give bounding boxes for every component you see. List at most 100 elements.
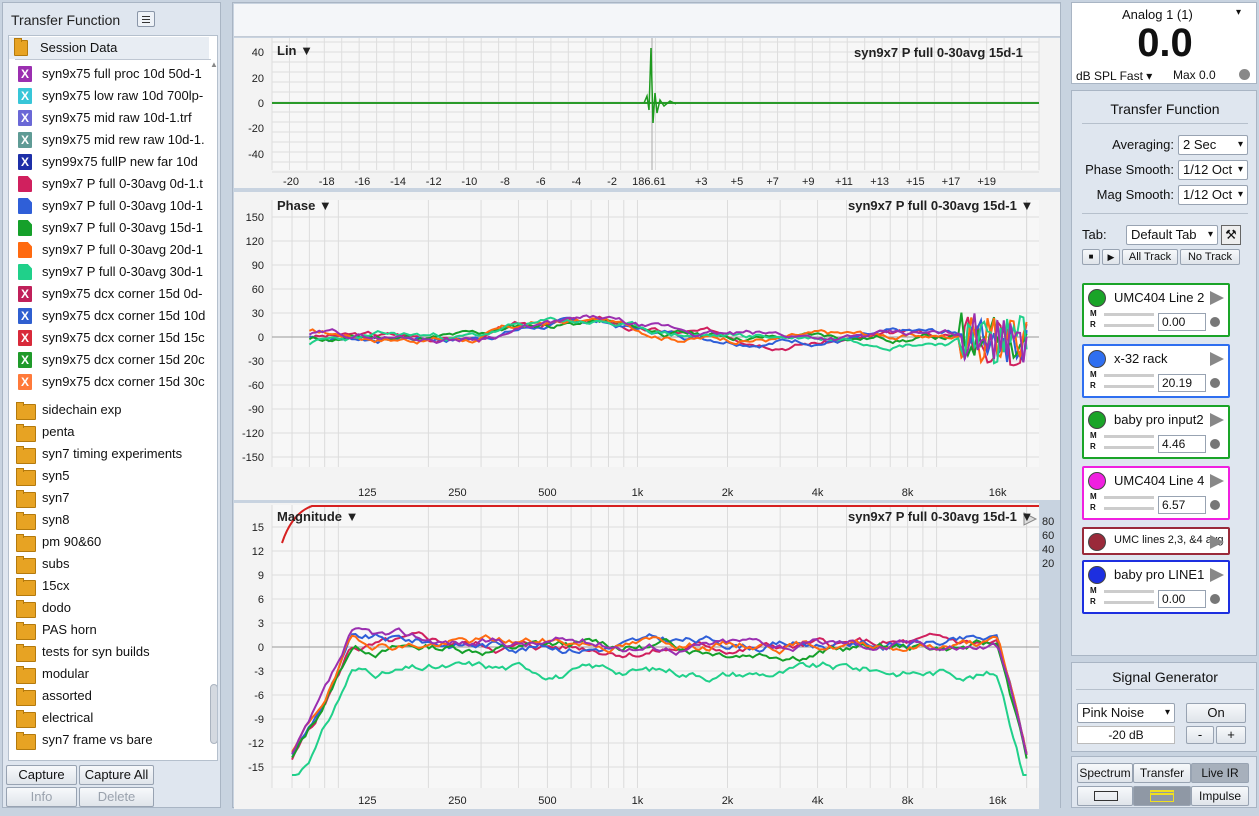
expand-arrow-icon[interactable]: [1023, 512, 1038, 526]
folder-item[interactable]: electrical: [9, 707, 209, 729]
track-delay-input[interactable]: 0.00: [1158, 313, 1206, 331]
spectrum-mode-button[interactable]: Spectrum: [1077, 763, 1133, 783]
folder-item[interactable]: syn5: [9, 465, 209, 487]
capture-item[interactable]: syn9x7 P full 0-30avg 20d-1: [9, 239, 209, 261]
trace-file-icon[interactable]: [18, 264, 32, 280]
folder-item[interactable]: syn7 frame vs bare: [9, 729, 209, 751]
folder-item[interactable]: tests for syn builds: [9, 641, 209, 663]
capture-item[interactable]: syn9x7 P full 0-30avg 0d-1.t: [9, 173, 209, 195]
track-card[interactable]: UMC404 Line 2 M R 0.00: [1082, 283, 1230, 337]
generator-on-button[interactable]: On: [1186, 703, 1246, 723]
sidebar-menu-button[interactable]: [137, 11, 155, 27]
folder-item[interactable]: subs: [9, 553, 209, 575]
track-play-icon[interactable]: [1210, 535, 1224, 549]
magnitude-offset-slider[interactable]: [1104, 590, 1154, 593]
trace-file-icon[interactable]: [18, 242, 32, 258]
folder-item[interactable]: PAS horn: [9, 619, 209, 641]
track-play-icon[interactable]: [1210, 568, 1224, 582]
capture-item[interactable]: syn9x7 P full 0-30avg 30d-1: [9, 261, 209, 283]
track-toggle-icon[interactable]: [1088, 350, 1106, 368]
level-plus-button[interactable]: +: [1216, 726, 1246, 744]
track-card[interactable]: UMC lines 2,3, &4 avg: [1082, 527, 1230, 555]
track-play-icon[interactable]: [1210, 413, 1224, 427]
capture-all-button[interactable]: Capture All: [79, 765, 154, 785]
phase-offset-slider[interactable]: [1104, 446, 1154, 449]
folder-item[interactable]: syn7: [9, 487, 209, 509]
meter-weighting[interactable]: dB SPL Fast ▾: [1076, 69, 1153, 83]
mag-smooth-select[interactable]: 1/12 Oct: [1178, 185, 1248, 205]
hidden-trace-icon[interactable]: X: [18, 352, 32, 368]
hidden-trace-icon[interactable]: X: [18, 308, 32, 324]
averaging-select[interactable]: 2 Sec: [1178, 135, 1248, 155]
folder-item[interactable]: syn8: [9, 509, 209, 531]
phase-offset-slider[interactable]: [1104, 601, 1154, 604]
hidden-trace-icon[interactable]: X: [18, 88, 32, 104]
hidden-trace-icon[interactable]: X: [18, 330, 32, 346]
magnitude-offset-slider[interactable]: [1104, 374, 1154, 377]
info-button[interactable]: Info: [6, 787, 77, 807]
track-play-icon[interactable]: [1210, 352, 1224, 366]
hidden-trace-icon[interactable]: X: [18, 374, 32, 390]
capture-item[interactable]: syn9x7 P full 0-30avg 15d-1: [9, 217, 209, 239]
track-card[interactable]: baby pro input2 M R 4.46: [1082, 405, 1230, 459]
phase-plot[interactable]: 150 120 90 60 30 0 -30 -60 -90 -120 -150 125 250 500 1…: [234, 192, 1060, 500]
session-data-folder[interactable]: Session Data: [9, 37, 209, 59]
impulse-button[interactable]: Impulse: [1191, 786, 1249, 806]
track-delay-input[interactable]: 0.00: [1158, 590, 1206, 608]
lin-ir-plot[interactable]: 40 20 0 -20 -40 -20 -18 -16 -14 -12 -10 -8 -6 -4 -2 186…: [234, 38, 1060, 188]
phase-trace-name[interactable]: syn9x7 P full 0-30avg 15d-1 ▼: [848, 198, 1034, 213]
transfer-mode-button[interactable]: Transfer: [1133, 763, 1191, 783]
magnitude-plot[interactable]: 15 12 9 6 3 0 -3 -6 -9 -12 -15 80 60 40 20 125 250 500 1k 2…: [234, 503, 1060, 809]
track-delay-input[interactable]: 4.46: [1158, 435, 1206, 453]
hidden-trace-icon[interactable]: X: [18, 154, 32, 170]
trace-file-icon[interactable]: [18, 198, 32, 214]
live-ir-mode-button[interactable]: Live IR: [1191, 763, 1249, 783]
hidden-trace-icon[interactable]: X: [18, 66, 32, 82]
level-minus-button[interactable]: -: [1186, 726, 1214, 744]
folder-item[interactable]: dodo: [9, 597, 209, 619]
no-track-button[interactable]: No Track: [1180, 249, 1240, 265]
track-card[interactable]: baby pro LINE1 M R 0.00: [1082, 560, 1230, 614]
track-toggle-icon[interactable]: [1088, 533, 1106, 551]
phase-plot-label[interactable]: Phase ▼: [277, 198, 332, 213]
phase-offset-slider[interactable]: [1104, 385, 1154, 388]
folder-item[interactable]: modular: [9, 663, 209, 685]
capture-button[interactable]: Capture: [6, 765, 77, 785]
track-delay-input[interactable]: 6.57: [1158, 496, 1206, 514]
all-track-button[interactable]: All Track: [1122, 249, 1178, 265]
capture-item[interactable]: syn9x7 P full 0-30avg 10d-1: [9, 195, 209, 217]
track-card[interactable]: UMC404 Line 4 M R 6.57: [1082, 466, 1230, 520]
meter-channel[interactable]: Analog 1 (1): [1122, 7, 1193, 22]
magnitude-trace-name[interactable]: syn9x7 P full 0-30avg 15d-1 ▼: [848, 509, 1034, 524]
trace-file-icon[interactable]: [18, 220, 32, 236]
chevron-down-icon[interactable]: ▾: [1236, 7, 1242, 18]
track-play-icon[interactable]: [1210, 474, 1224, 488]
magnitude-offset-slider[interactable]: [1104, 313, 1154, 316]
track-play-icon[interactable]: [1210, 291, 1224, 305]
track-card[interactable]: x-32 rack M R 20.19: [1082, 344, 1230, 398]
folder-item[interactable]: penta: [9, 421, 209, 443]
hidden-trace-icon[interactable]: X: [18, 110, 32, 126]
magnitude-offset-slider[interactable]: [1104, 496, 1154, 499]
play-icon[interactable]: ▶: [1102, 249, 1120, 265]
track-toggle-icon[interactable]: [1088, 289, 1106, 307]
single-view-button[interactable]: [1077, 786, 1133, 806]
lin-plot-label[interactable]: Lin ▼: [277, 43, 313, 58]
tools-icon[interactable]: ⚒: [1221, 225, 1241, 245]
phase-offset-slider[interactable]: [1104, 324, 1154, 327]
tab-select[interactable]: Default Tab: [1126, 225, 1218, 245]
generator-type-select[interactable]: Pink Noise: [1077, 703, 1175, 723]
folder-item[interactable]: assorted: [9, 685, 209, 707]
trace-file-icon[interactable]: [18, 176, 32, 192]
folder-item[interactable]: sidechain exp: [9, 399, 209, 421]
